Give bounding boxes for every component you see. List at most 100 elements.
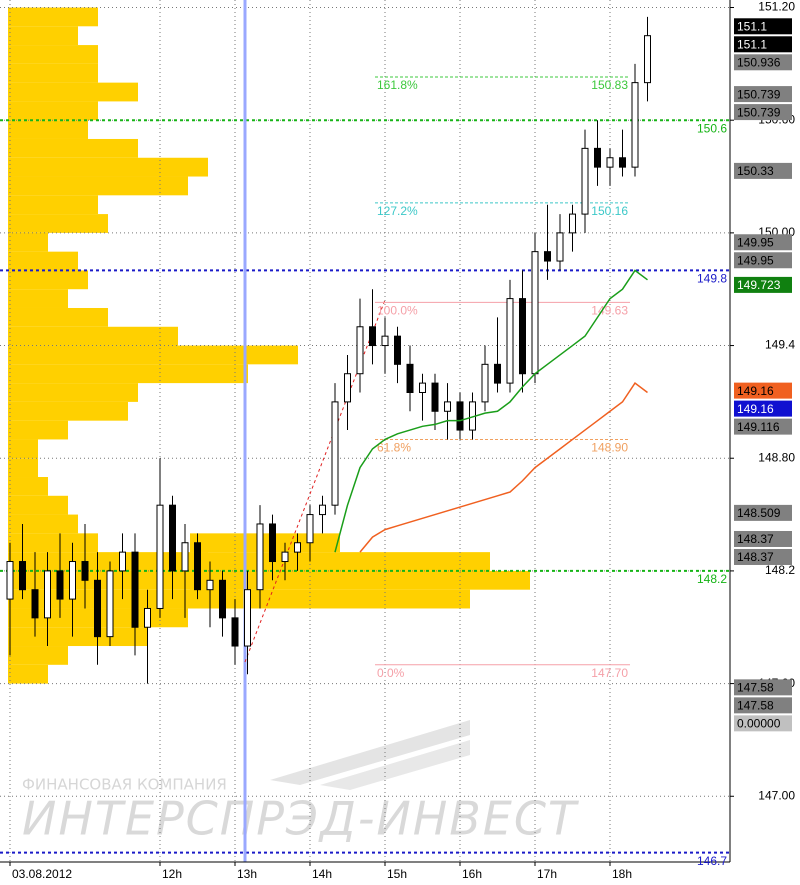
candle-body: [156, 504, 164, 609]
candle-body: [481, 363, 489, 403]
price-label-box: [734, 548, 792, 565]
price-label-box: [734, 530, 792, 547]
candle-body: [19, 561, 26, 591]
price-label-box: [734, 382, 792, 399]
fib-anchor-line: [244, 299, 386, 663]
volume-profile-bar: [8, 646, 68, 665]
volume-profile-bar: [8, 120, 88, 139]
price-label: 150.739: [737, 105, 781, 119]
candle-body: [144, 607, 151, 628]
candle-body: [181, 542, 189, 572]
indicator-line: [359, 382, 648, 553]
level-label: 150.6: [697, 121, 727, 135]
volume-profile-bar: [8, 176, 188, 196]
fib-value: 147.70: [591, 666, 628, 680]
volume-profile-bar: [8, 345, 298, 365]
price-label: 149.95: [737, 253, 774, 267]
fib-value: 148.90: [591, 441, 628, 455]
candle-body: [494, 363, 501, 384]
price-label-box: [734, 86, 792, 103]
price-label: 149.116: [737, 420, 780, 434]
price-label: 149.16: [737, 384, 774, 398]
level-label: 146.7: [697, 854, 727, 868]
fib-name: 0.0%: [377, 666, 405, 680]
candle-body: [106, 570, 114, 638]
volume-profile-bar: [8, 364, 248, 384]
price-label: 151.1: [737, 19, 767, 33]
candle-body: [631, 82, 639, 168]
x-tick-label: 15h: [387, 867, 407, 881]
fib-name: 100.0%: [377, 304, 418, 318]
volume-profile-bar: [8, 82, 138, 102]
volume-profile-bar: [8, 195, 98, 215]
candle-body: [519, 298, 526, 375]
candle-body: [556, 232, 564, 262]
candle-body: [456, 401, 464, 431]
volume-profile-bar: [8, 270, 88, 290]
price-label-box: [734, 54, 792, 71]
price-label-box: [734, 276, 792, 293]
volume-profile-bar: [8, 7, 98, 27]
candle-body: [581, 147, 589, 215]
level-label: 148.2: [697, 572, 727, 586]
candle-body: [231, 617, 239, 647]
volume-profile-bar: [190, 589, 470, 609]
price-label-box: [734, 252, 792, 269]
volume-profile-bar: [8, 533, 98, 553]
volume-profile-bar: [8, 383, 138, 402]
price-label-box: [734, 679, 792, 696]
candle-body: [569, 213, 576, 234]
x-tick-label: 12h: [162, 867, 182, 881]
price-label-box: [734, 234, 792, 251]
candle-body: [444, 401, 451, 412]
price-label: 147.58: [737, 681, 774, 695]
volume-profile-bar: [8, 439, 38, 459]
watermark-text: ФИНАНСОВАЯ КОМПАНИЯ: [22, 776, 227, 794]
volume-profile-bar: [8, 63, 98, 83]
fib-name: 61.8%: [377, 441, 411, 455]
candle-body: [206, 579, 214, 591]
price-label-box: [734, 504, 792, 521]
volume-profile-bar: [8, 552, 208, 571]
volume-profile-bar: [8, 251, 78, 271]
price-label-box: [734, 18, 792, 35]
candle-body: [544, 251, 551, 262]
x-tick-label: 18h: [612, 867, 632, 881]
volume-profile-bar: [8, 26, 78, 46]
volume-profile-bar: [190, 552, 490, 571]
candle-body: [606, 157, 614, 168]
price-label-box: [734, 418, 792, 435]
candle-body: [394, 335, 401, 365]
price-label-box: [734, 400, 792, 417]
watermark-logo: [270, 720, 470, 785]
x-tick-label: 16h: [462, 867, 482, 881]
candle-body: [194, 542, 201, 591]
candle-body: [119, 551, 126, 572]
candle-body: [419, 382, 426, 394]
x-tick-label: 17h: [537, 867, 557, 881]
price-label: 149.723: [737, 278, 781, 292]
price-label: 147.58: [737, 699, 774, 713]
y-tick-label: 151.20: [758, 0, 795, 14]
fib-value: 150.16: [591, 204, 628, 218]
candle-body: [81, 561, 89, 581]
volume-profile-bar: [8, 495, 68, 515]
price-label: 150.936: [737, 55, 781, 69]
volume-profile-bar: [8, 627, 148, 647]
candle-body: [219, 579, 226, 619]
volume-profile-bar: [8, 401, 128, 421]
price-label: 0.00000: [737, 717, 781, 731]
candle-body: [331, 401, 339, 506]
watermark-text: ИНТЕРСПРЭД-ИНВЕСТ: [22, 792, 582, 846]
fib-value: 150.83: [591, 78, 628, 92]
price-label-box: [734, 697, 792, 714]
volume-profile-bar: [8, 477, 48, 496]
volume-profile-bar: [8, 307, 108, 327]
candle-body: [131, 551, 139, 628]
volume-profile-bar: [8, 45, 98, 64]
y-tick-label: 149.4: [765, 338, 795, 352]
candle-body: [31, 589, 39, 619]
volume-profile-bar: [8, 232, 48, 252]
candle-body: [619, 157, 626, 168]
